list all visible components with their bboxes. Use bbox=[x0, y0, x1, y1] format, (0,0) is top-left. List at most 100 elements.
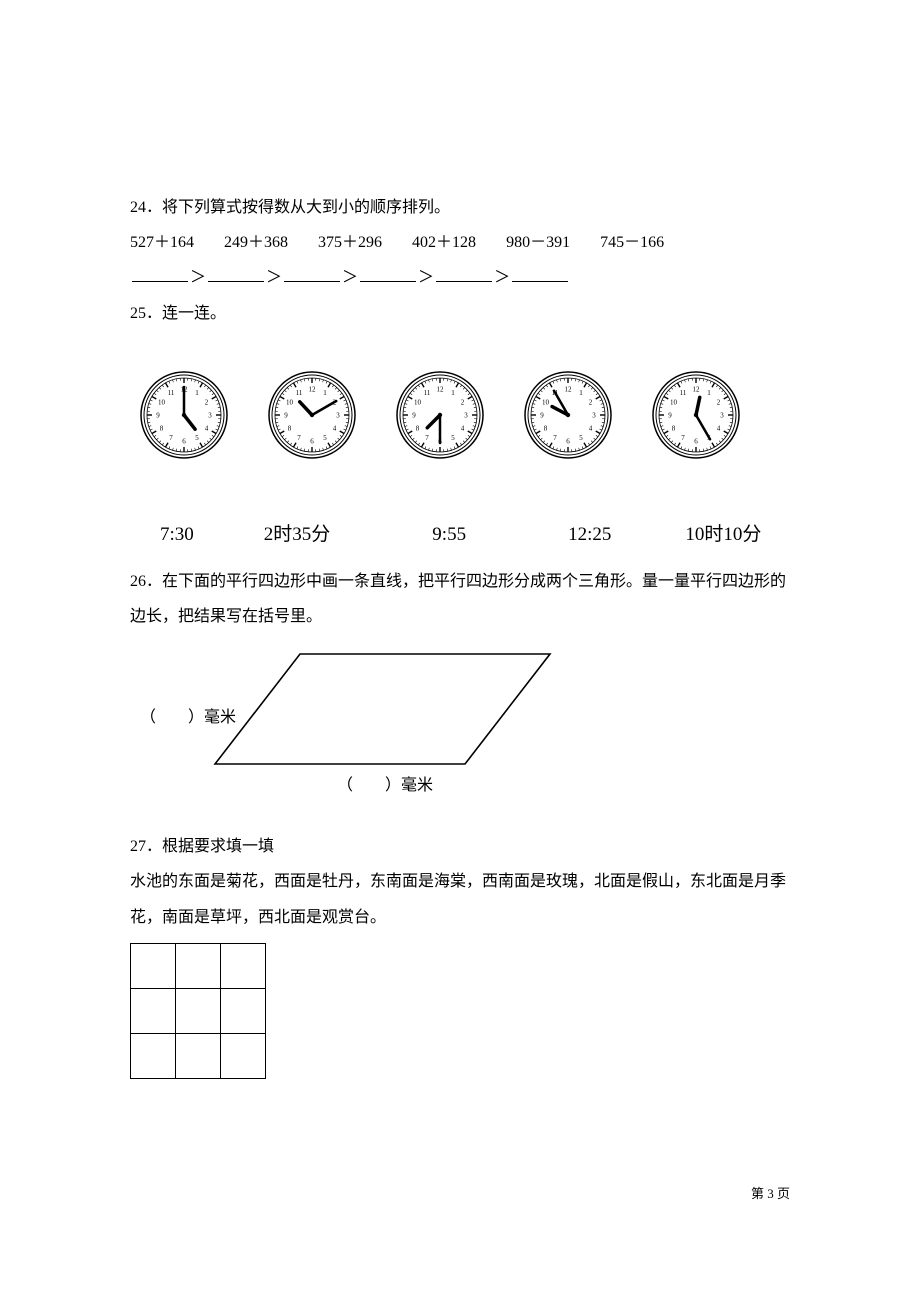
svg-text:11: 11 bbox=[680, 389, 687, 397]
svg-text:3: 3 bbox=[464, 411, 468, 419]
svg-text:9: 9 bbox=[540, 411, 544, 419]
svg-text:1: 1 bbox=[323, 389, 327, 397]
answer-blank[interactable] bbox=[512, 266, 568, 282]
svg-text:1: 1 bbox=[707, 389, 711, 397]
clock-icon: 123456789101112 bbox=[652, 371, 740, 459]
q25-prompt: 25．连一连。 bbox=[130, 296, 790, 331]
svg-text:5: 5 bbox=[195, 434, 199, 442]
q24-expr: 402＋128 bbox=[412, 225, 476, 260]
q24-expr: 249＋368 bbox=[224, 225, 288, 260]
gt-symbol: ＞ bbox=[494, 260, 510, 295]
svg-text:10: 10 bbox=[286, 398, 294, 406]
svg-text:8: 8 bbox=[672, 424, 676, 432]
clock-icon: 123456789101112 bbox=[140, 371, 228, 459]
svg-text:4: 4 bbox=[589, 424, 593, 432]
svg-text:2: 2 bbox=[205, 398, 209, 406]
q24-expr: 375＋296 bbox=[318, 225, 382, 260]
svg-text:8: 8 bbox=[160, 424, 164, 432]
svg-text:11: 11 bbox=[424, 389, 431, 397]
times-row: 7:30 2时35分 9:55 12:25 10时10分 bbox=[160, 519, 790, 546]
time-label: 10时10分 bbox=[685, 519, 761, 546]
svg-text:10: 10 bbox=[414, 398, 422, 406]
answer-blank[interactable] bbox=[360, 266, 416, 282]
grid-cell[interactable] bbox=[176, 943, 221, 988]
q24-expr: 527＋164 bbox=[130, 225, 194, 260]
q24-prompt: 24．将下列算式按得数从大到小的顺序排列。 bbox=[130, 190, 790, 225]
page-number: 第 3 页 bbox=[751, 1183, 790, 1202]
gt-symbol: ＞ bbox=[342, 260, 358, 295]
clock-icon: 123456789101112 bbox=[268, 371, 356, 459]
svg-text:11: 11 bbox=[296, 389, 303, 397]
time-label: 2时35分 bbox=[264, 519, 331, 546]
svg-text:7: 7 bbox=[553, 434, 557, 442]
svg-text:6: 6 bbox=[182, 437, 186, 445]
grid-cell[interactable] bbox=[131, 943, 176, 988]
svg-text:9: 9 bbox=[156, 411, 160, 419]
svg-text:12: 12 bbox=[309, 385, 317, 393]
grid-cell[interactable] bbox=[221, 943, 266, 988]
svg-text:8: 8 bbox=[544, 424, 548, 432]
svg-text:1: 1 bbox=[195, 389, 199, 397]
answer-blank[interactable] bbox=[132, 266, 188, 282]
svg-text:4: 4 bbox=[333, 424, 337, 432]
gt-symbol: ＞ bbox=[190, 260, 206, 295]
gt-symbol: ＞ bbox=[418, 260, 434, 295]
svg-text:9: 9 bbox=[668, 411, 672, 419]
svg-text:1: 1 bbox=[451, 389, 455, 397]
q24-expressions: 527＋164249＋368375＋296402＋128980－391745－1… bbox=[130, 225, 790, 260]
grid-cell[interactable] bbox=[221, 1033, 266, 1078]
svg-text:2: 2 bbox=[461, 398, 465, 406]
answer-blank[interactable] bbox=[436, 266, 492, 282]
svg-text:10: 10 bbox=[670, 398, 678, 406]
svg-text:2: 2 bbox=[717, 398, 721, 406]
q24-answer-line: ＞ ＞ ＞ ＞ ＞ bbox=[130, 260, 790, 295]
gt-symbol: ＞ bbox=[266, 260, 282, 295]
svg-text:7: 7 bbox=[425, 434, 429, 442]
clock-icon: 123456789101112 bbox=[396, 371, 484, 459]
svg-text:1: 1 bbox=[579, 389, 583, 397]
q27-prompt: 27．根据要求填一填 bbox=[130, 829, 790, 864]
svg-text:5: 5 bbox=[579, 434, 583, 442]
clock-icon: 123456789101112 bbox=[524, 371, 612, 459]
svg-text:10: 10 bbox=[542, 398, 550, 406]
svg-text:9: 9 bbox=[412, 411, 416, 419]
grid-cell[interactable] bbox=[131, 988, 176, 1033]
svg-text:12: 12 bbox=[693, 385, 701, 393]
svg-text:11: 11 bbox=[168, 389, 175, 397]
svg-text:12: 12 bbox=[565, 385, 573, 393]
q24-expr: 980－391 bbox=[506, 225, 570, 260]
time-label: 7:30 bbox=[160, 524, 194, 546]
svg-text:2: 2 bbox=[589, 398, 593, 406]
answer-blank[interactable] bbox=[284, 266, 340, 282]
svg-text:5: 5 bbox=[323, 434, 327, 442]
q27-body: 水池的东面是菊花，西面是牡丹，东南面是海棠，西南面是玫瑰，北面是假山，东北面是月… bbox=[130, 864, 790, 934]
svg-text:4: 4 bbox=[205, 424, 209, 432]
svg-text:3: 3 bbox=[336, 411, 340, 419]
grid-cell[interactable] bbox=[176, 1033, 221, 1078]
grid-cell[interactable] bbox=[131, 1033, 176, 1078]
parallelogram-figure: （ ）毫米 （ ）毫米 bbox=[135, 644, 575, 814]
svg-text:10: 10 bbox=[158, 398, 166, 406]
svg-text:7: 7 bbox=[681, 434, 685, 442]
answer-blank[interactable] bbox=[208, 266, 264, 282]
svg-text:12: 12 bbox=[437, 385, 445, 393]
q26-figure: （ ）毫米 （ ）毫米 bbox=[135, 644, 790, 819]
svg-text:6: 6 bbox=[310, 437, 314, 445]
time-label: 9:55 bbox=[432, 524, 466, 546]
side-label-left: （ ）毫米 bbox=[140, 707, 236, 726]
svg-text:6: 6 bbox=[694, 437, 698, 445]
svg-text:3: 3 bbox=[720, 411, 724, 419]
svg-text:6: 6 bbox=[566, 437, 570, 445]
svg-text:7: 7 bbox=[297, 434, 301, 442]
svg-text:4: 4 bbox=[461, 424, 465, 432]
svg-text:7: 7 bbox=[169, 434, 173, 442]
grid-cell[interactable] bbox=[221, 988, 266, 1033]
svg-text:3: 3 bbox=[592, 411, 596, 419]
q27-grid bbox=[130, 943, 266, 1079]
grid-cell[interactable] bbox=[176, 988, 221, 1033]
svg-text:8: 8 bbox=[288, 424, 292, 432]
q26-prompt: 26．在下面的平行四边形中画一条直线，把平行四边形分成两个三角形。量一量平行四边… bbox=[130, 564, 790, 634]
time-label: 12:25 bbox=[568, 524, 611, 546]
svg-text:4: 4 bbox=[717, 424, 721, 432]
side-label-bottom: （ ）毫米 bbox=[337, 775, 433, 794]
